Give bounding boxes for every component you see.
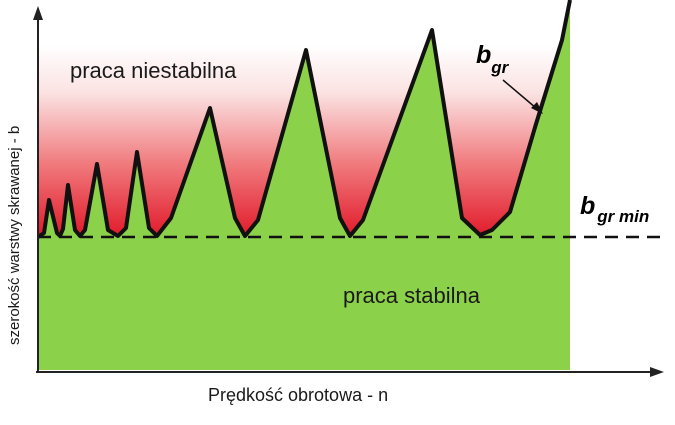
x-axis-arrow [650, 367, 664, 377]
bgr-min-label: b gr min [580, 192, 649, 226]
stable-region-label: praca stabilna [343, 283, 481, 308]
bgr-symbol: b [476, 41, 491, 69]
y-axis-label: szerokość warstwy skrawanej - b [6, 126, 23, 345]
bgr-curve-label: bgr [476, 41, 510, 77]
bgr-pointer-line [502, 79, 537, 109]
bgr-min-subscript: gr min [596, 207, 649, 226]
x-axis-label: Prędkość obrotowa - n [208, 385, 388, 405]
axes [36, 16, 655, 373]
y-axis-arrow [33, 6, 43, 20]
bgr-subscript: gr [490, 58, 509, 77]
stability-boundary-curve [36, 0, 572, 239]
bgr-pointer-arrowhead [531, 102, 543, 114]
bgr-min-symbol: b [580, 192, 595, 220]
unstable-region-label: praca niestabilna [70, 58, 237, 83]
stable-region [38, 0, 570, 370]
